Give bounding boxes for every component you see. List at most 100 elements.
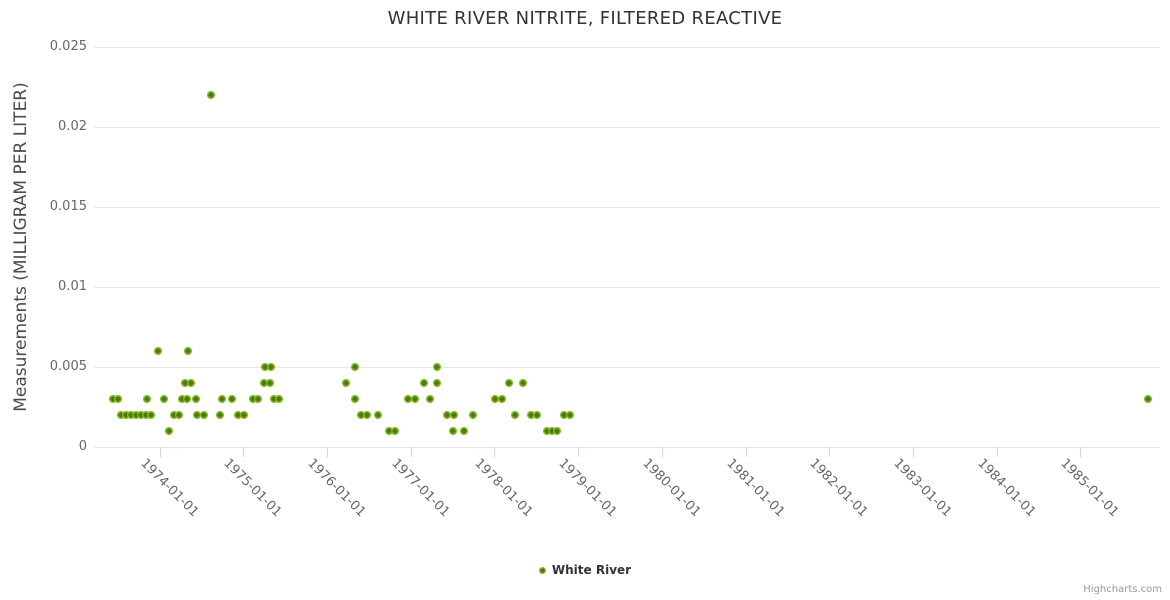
- data-point[interactable]: [142, 395, 151, 403]
- data-point[interactable]: [350, 395, 359, 403]
- data-point[interactable]: [350, 363, 359, 371]
- data-point[interactable]: [137, 411, 146, 419]
- y-axis-tick-label: 0: [78, 439, 87, 454]
- gridline: [94, 207, 1160, 208]
- data-point[interactable]: [448, 427, 457, 435]
- data-point[interactable]: [450, 411, 459, 419]
- data-point[interactable]: [192, 411, 201, 419]
- data-point[interactable]: [192, 395, 200, 403]
- data-point[interactable]: [218, 395, 227, 403]
- x-axis-tick-label: 1975-01-01: [220, 456, 285, 521]
- plot-area: [94, 47, 1160, 448]
- data-point[interactable]: [411, 395, 420, 403]
- gridline: [94, 47, 1160, 48]
- data-point[interactable]: [390, 427, 399, 435]
- data-point[interactable]: [117, 411, 126, 419]
- data-point[interactable]: [122, 411, 131, 419]
- data-point[interactable]: [374, 411, 383, 419]
- data-point[interactable]: [491, 395, 500, 403]
- data-point[interactable]: [384, 427, 393, 435]
- data-point[interactable]: [159, 395, 168, 403]
- data-point[interactable]: [356, 411, 365, 419]
- data-point[interactable]: [363, 411, 372, 419]
- x-axis-tick: [159, 447, 161, 457]
- data-point[interactable]: [432, 379, 441, 387]
- x-axis-tick: [243, 447, 245, 457]
- data-point[interactable]: [443, 411, 452, 419]
- data-point[interactable]: [505, 379, 514, 387]
- data-point[interactable]: [174, 411, 183, 419]
- x-axis-tick-label: 1981-01-01: [722, 456, 787, 521]
- data-point[interactable]: [342, 379, 351, 387]
- x-axis-tick-label: 1985-01-01: [1057, 456, 1122, 521]
- data-point[interactable]: [165, 427, 174, 435]
- data-point[interactable]: [127, 411, 136, 419]
- data-point[interactable]: [113, 395, 122, 403]
- data-point[interactable]: [265, 379, 274, 387]
- data-point[interactable]: [468, 411, 477, 419]
- data-point[interactable]: [199, 411, 208, 419]
- data-point[interactable]: [559, 411, 568, 419]
- data-point[interactable]: [460, 427, 469, 435]
- gridline: [94, 367, 1160, 368]
- data-point[interactable]: [109, 395, 118, 403]
- data-point[interactable]: [511, 411, 520, 419]
- data-point[interactable]: [260, 379, 269, 387]
- x-axis-tick-label: 1982-01-01: [806, 456, 871, 521]
- x-axis-tick: [410, 447, 412, 457]
- y-axis-tick-label: 0.01: [58, 279, 87, 294]
- data-point[interactable]: [432, 363, 441, 371]
- data-point[interactable]: [215, 411, 224, 419]
- data-point[interactable]: [532, 411, 541, 419]
- data-point[interactable]: [553, 427, 562, 435]
- series-marker-icon: [538, 566, 546, 574]
- data-point[interactable]: [153, 347, 162, 355]
- data-point[interactable]: [228, 395, 237, 403]
- x-axis-tick: [494, 447, 496, 457]
- data-point[interactable]: [178, 395, 187, 403]
- data-point[interactable]: [497, 395, 506, 403]
- data-point[interactable]: [266, 363, 275, 371]
- data-point[interactable]: [206, 91, 215, 99]
- data-point[interactable]: [404, 395, 413, 403]
- data-point[interactable]: [425, 395, 434, 403]
- y-axis-tick-label: 0.015: [49, 199, 87, 214]
- data-point[interactable]: [542, 427, 551, 435]
- data-point[interactable]: [180, 379, 189, 387]
- legend-label: White River: [551, 563, 632, 577]
- data-point[interactable]: [147, 411, 156, 419]
- y-axis-tick-label: 0.02: [58, 119, 87, 134]
- gridline: [94, 287, 1160, 288]
- data-point[interactable]: [186, 379, 195, 387]
- x-axis-tick-label: 1979-01-01: [555, 456, 620, 521]
- x-axis-tick: [578, 447, 580, 457]
- data-point[interactable]: [170, 411, 179, 419]
- gridline: [94, 127, 1160, 128]
- data-point[interactable]: [132, 411, 141, 419]
- data-point[interactable]: [183, 395, 192, 403]
- data-point[interactable]: [184, 347, 193, 355]
- data-point[interactable]: [1143, 395, 1152, 403]
- legend: White River: [0, 563, 1170, 577]
- highcharts-credit-link[interactable]: Highcharts.com: [1083, 584, 1162, 595]
- x-axis-tick-label: 1984-01-01: [973, 456, 1038, 521]
- legend-item-white-river[interactable]: White River: [538, 563, 632, 577]
- data-point[interactable]: [526, 411, 535, 419]
- data-point[interactable]: [419, 379, 428, 387]
- data-point[interactable]: [248, 395, 257, 403]
- x-axis-tick-label: 1977-01-01: [388, 456, 453, 521]
- data-point[interactable]: [548, 427, 557, 435]
- data-point[interactable]: [566, 411, 575, 419]
- data-point[interactable]: [254, 395, 263, 403]
- data-point[interactable]: [234, 411, 243, 419]
- y-axis-tick-label: 0.005: [49, 359, 87, 374]
- data-point[interactable]: [518, 379, 527, 387]
- data-point[interactable]: [142, 411, 151, 419]
- data-point[interactable]: [261, 363, 270, 371]
- x-axis-tick-label: 1976-01-01: [304, 456, 369, 521]
- y-axis-tick-label: 0.025: [49, 39, 87, 54]
- data-point[interactable]: [240, 411, 249, 419]
- data-point[interactable]: [275, 395, 284, 403]
- data-point[interactable]: [269, 395, 278, 403]
